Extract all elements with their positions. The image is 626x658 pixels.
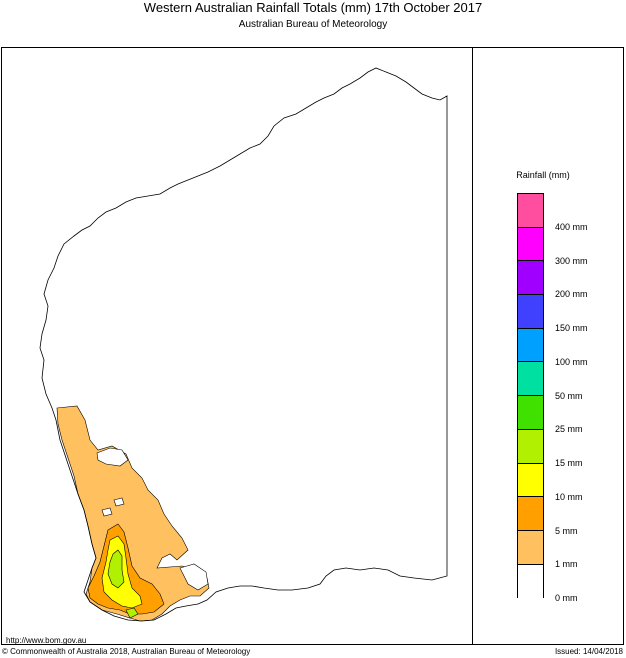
legend-label: 15 mm (555, 458, 583, 468)
rainfall-hole-1 (96, 447, 129, 467)
legend-label: 10 mm (555, 491, 583, 502)
legend-swatch (518, 463, 543, 498)
legend-label: 0 mm (555, 593, 578, 603)
legend-swatch (518, 362, 543, 397)
legend-swatch (518, 194, 543, 228)
legend-label: 300 mm (555, 255, 588, 266)
western-australia-outline (39, 67, 448, 622)
legend-label: 1 mm (555, 559, 578, 570)
rainfall-legend (517, 193, 544, 599)
map-subtitle: Australian Bureau of Meteorology (238, 19, 388, 30)
rainfall-area-15mm-b (125, 607, 139, 619)
legend-label: 150 mm (555, 323, 588, 333)
legend-swatch (518, 564, 543, 599)
legend-swatch (518, 429, 543, 464)
rainfall-area-15mm (107, 549, 125, 589)
legend-swatch (518, 261, 543, 296)
legend-swatch (518, 497, 543, 531)
rainfall-hole-4 (179, 563, 209, 591)
footer-copyright: © Commonwealth of Australia 2018, Austra… (2, 647, 251, 656)
legend-swatch (518, 227, 543, 262)
rainfall-map (39, 67, 448, 622)
legend-label: 50 mm (555, 390, 583, 401)
rainfall-hole-3 (101, 507, 113, 517)
legend-swatch (518, 295, 543, 329)
legend-label: 400 mm (555, 221, 588, 232)
map-title: Western Australian Rainfall Totals (mm) … (143, 0, 483, 15)
legend-label: 200 mm (555, 289, 588, 300)
legend-title: Rainfall (mm) (516, 170, 570, 180)
footer-url[interactable]: http://www.bom.gov.au (6, 636, 87, 645)
legend-swatch (518, 328, 543, 363)
legend-swatch (518, 396, 543, 430)
legend-label: 100 mm (555, 356, 588, 367)
rainfall-hole-2 (113, 497, 125, 507)
legend-label: 25 mm (555, 424, 583, 435)
legend-label: 5 mm (555, 525, 578, 536)
map-frame (1, 47, 624, 645)
legend-swatch (518, 530, 543, 565)
panel-divider (472, 47, 473, 645)
footer-issued: Issued: 14/04/2018 (554, 647, 623, 656)
